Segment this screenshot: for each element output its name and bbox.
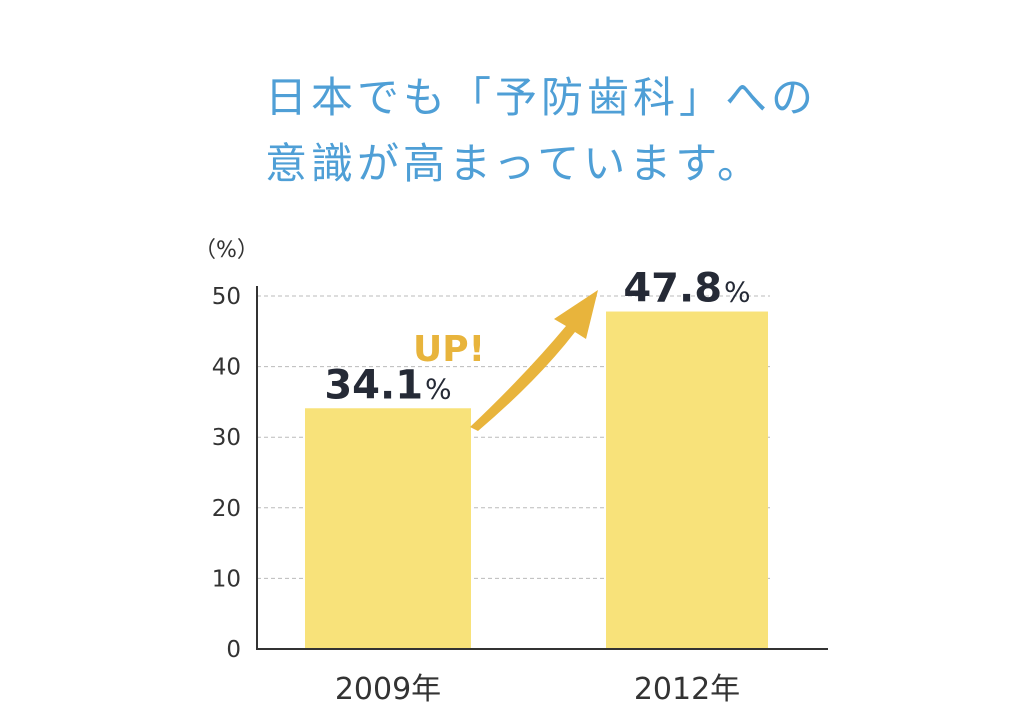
up-annotation: UP! [413,329,485,370]
up-arrow [470,290,598,431]
bar [606,311,768,649]
x-axis-categories: 2009年 2012年 [335,672,740,707]
value-labels: 34.1% 47.8% [324,266,750,409]
x-category-label: 2009年 [335,672,441,707]
title-line-2: 意識が高まっています。 [265,139,763,188]
y-axis-ticks: 0 10 20 30 40 50 [212,284,241,663]
bar-value-label: 47.8% [623,266,750,312]
y-tick-label: 40 [212,355,241,381]
bar [305,408,471,649]
y-axis-unit-label: （%） [194,238,259,263]
y-tick-label: 0 [226,637,241,663]
bars [305,311,768,649]
chart-title: 日本でも「予防歯科」への 意識が高まっています。 [265,73,817,188]
y-tick-label: 50 [212,284,241,310]
y-tick-label: 10 [212,566,241,592]
title-line-1: 日本でも「予防歯科」への [265,73,817,122]
x-category-label: 2012年 [634,672,740,707]
bar-value-label: 34.1% [324,362,451,408]
up-arrow-shaft [470,290,598,431]
y-tick-label: 30 [212,425,241,451]
y-tick-label: 20 [212,496,241,522]
